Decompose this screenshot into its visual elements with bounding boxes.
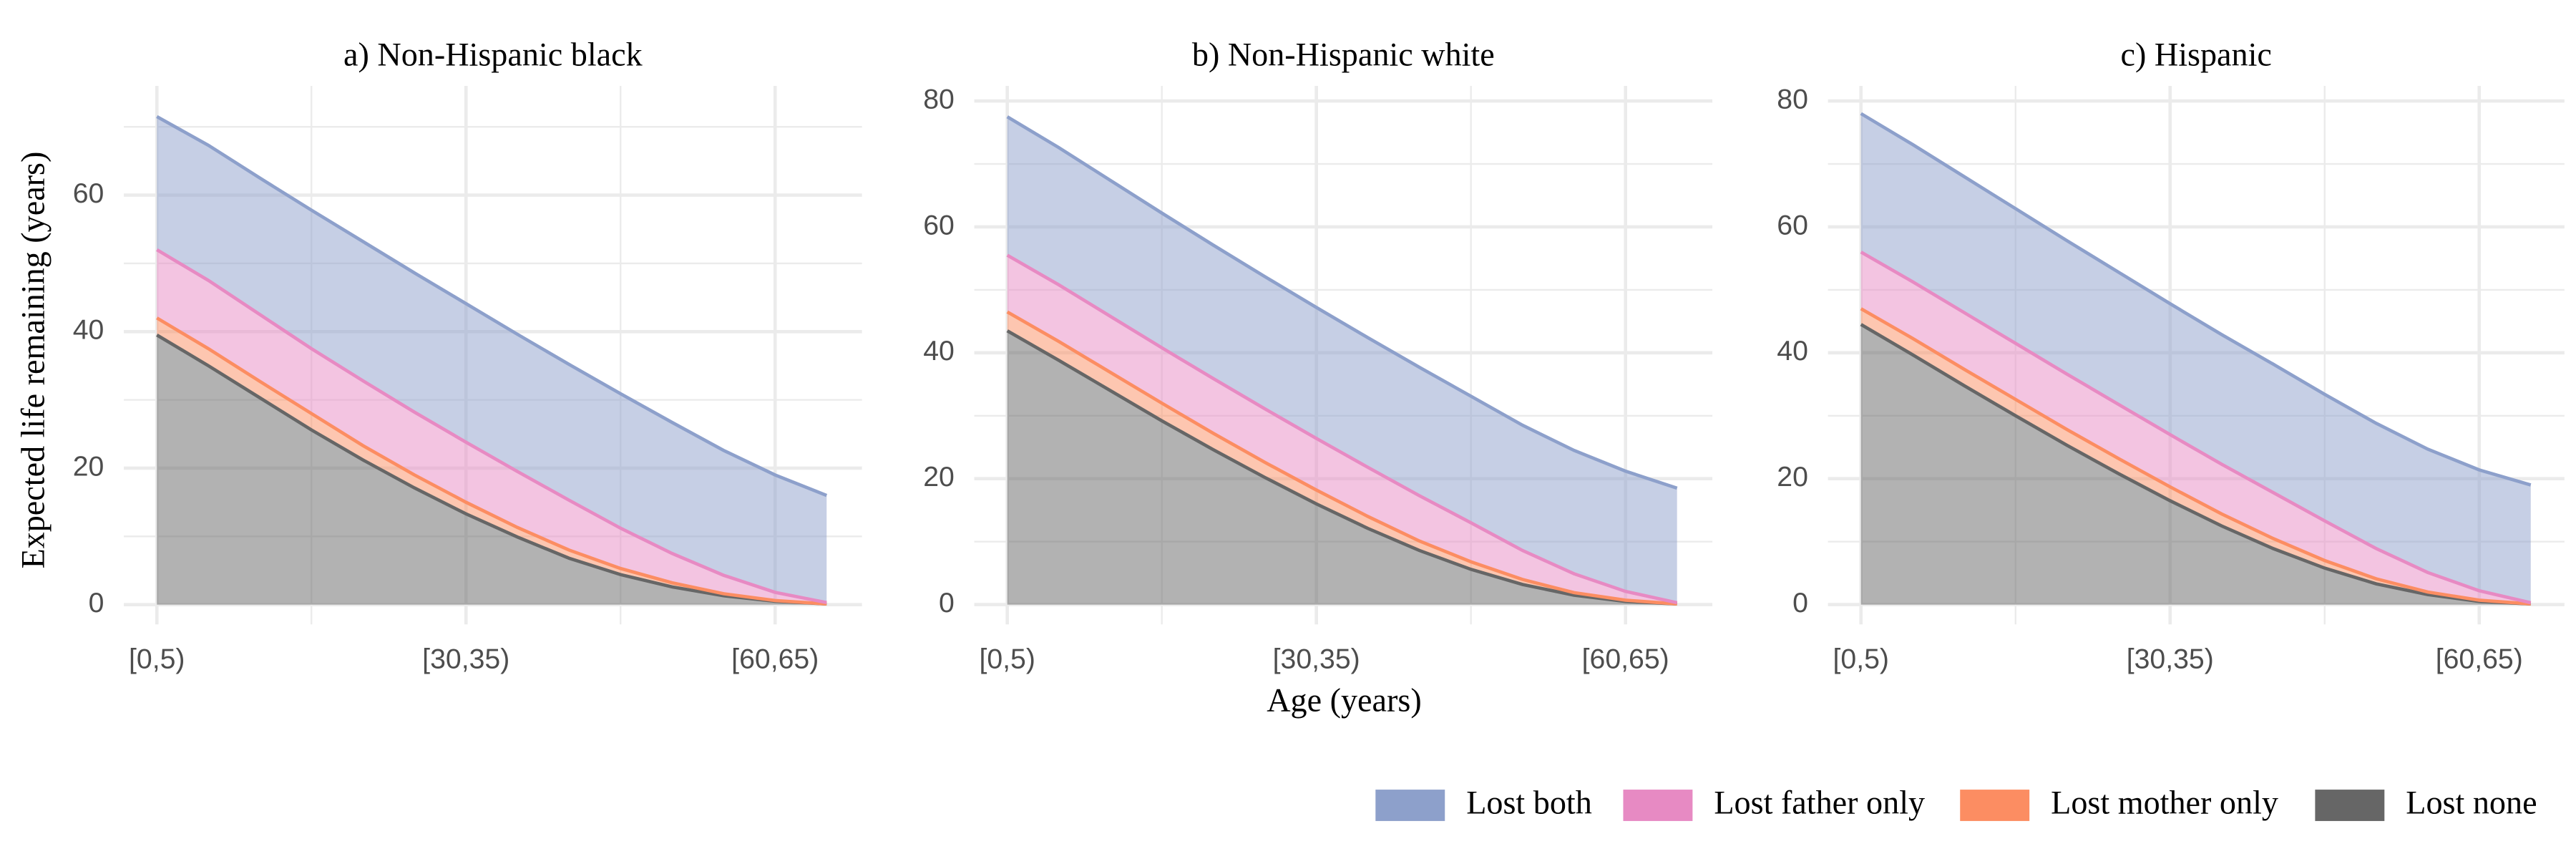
legend-label: Lost father only: [1714, 785, 1925, 821]
area-line: [1006, 253, 1678, 605]
area-fill: [1860, 113, 2531, 603]
legend-swatch: [1960, 790, 2030, 821]
y-tick-label: 20: [923, 461, 955, 492]
area-fill: [157, 335, 827, 605]
area-line: [1860, 307, 2531, 606]
panel-title: c) Hispanic: [2121, 36, 2272, 72]
y-tick-label: 60: [923, 209, 955, 241]
y-tick-label: 60: [1777, 209, 1808, 241]
y-tick-label: 80: [1777, 83, 1808, 115]
x-tick-label: [0,5): [1833, 643, 1889, 674]
x-tick-label: [30,35): [2127, 643, 2214, 674]
y-tick-label: 60: [73, 178, 104, 209]
area-fill: [157, 116, 827, 603]
y-tick-label: 20: [73, 450, 104, 482]
x-tick-label: [30,35): [1273, 643, 1360, 674]
x-tick-label: [60,65): [2436, 643, 2523, 674]
y-tick-label: 0: [1792, 587, 1808, 618]
y-tick-label: 0: [939, 587, 955, 618]
legend-label: Lost none: [2406, 785, 2537, 821]
x-tick-label: [60,65): [1582, 643, 1669, 674]
area-fill: [1007, 117, 1677, 603]
area-line: [156, 316, 827, 606]
area-line: [156, 115, 828, 498]
area-line: [156, 334, 827, 606]
legend-swatch: [2315, 790, 2385, 821]
legend-swatch: [1623, 790, 1693, 821]
area-line: [156, 248, 827, 605]
area-line: [1860, 112, 2532, 487]
panel-title: b) Non-Hispanic white: [1192, 36, 1495, 72]
area-fill: [1007, 331, 1677, 605]
y-axis-title: Expected life remaining (years): [14, 152, 51, 569]
area-line: [1860, 251, 2532, 605]
area-line: [1006, 115, 1678, 490]
x-tick-label: [0,5): [979, 643, 1035, 674]
area-line: [1006, 329, 1677, 606]
x-tick-label: [30,35): [422, 643, 509, 674]
y-tick-label: 40: [923, 335, 955, 367]
legend-label: Lost mother only: [2051, 785, 2278, 821]
x-tick-label: [60,65): [731, 643, 819, 674]
panel-title: a) Non-Hispanic black: [343, 36, 643, 72]
x-tick-label: [0,5): [129, 643, 185, 674]
y-tick-label: 80: [923, 83, 955, 115]
y-tick-label: 20: [1777, 461, 1808, 492]
area-line: [1860, 323, 2531, 606]
y-tick-label: 0: [89, 587, 104, 618]
legend-swatch: [1375, 790, 1445, 821]
area-fill: [1860, 324, 2531, 605]
y-tick-label: 40: [73, 314, 104, 346]
x-axis-title: Age (years): [1267, 682, 1422, 719]
legend-label: Lost both: [1466, 785, 1592, 821]
y-tick-label: 40: [1777, 335, 1808, 367]
area-line: [1006, 310, 1677, 606]
